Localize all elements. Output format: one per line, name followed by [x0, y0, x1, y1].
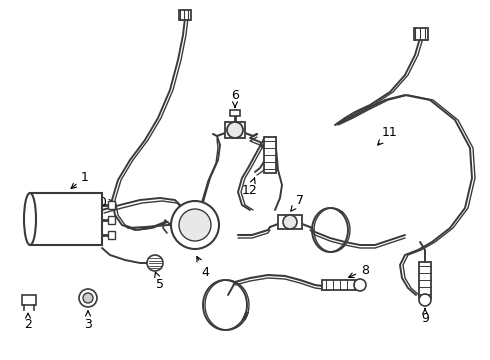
Circle shape: [147, 255, 163, 271]
Circle shape: [283, 215, 297, 229]
Text: 11: 11: [378, 126, 398, 145]
Circle shape: [171, 201, 219, 249]
Bar: [414, 28, 428, 40]
Text: 7: 7: [291, 194, 304, 211]
Bar: [278, 215, 302, 229]
Text: 6: 6: [231, 89, 239, 107]
Text: 8: 8: [349, 264, 369, 278]
Bar: [225, 122, 245, 138]
Bar: [230, 110, 240, 116]
Bar: [108, 216, 115, 224]
Text: 4: 4: [197, 257, 209, 279]
Circle shape: [419, 294, 431, 306]
Bar: [22, 295, 36, 305]
Bar: [264, 137, 276, 173]
Text: 3: 3: [84, 311, 92, 330]
Text: 5: 5: [155, 272, 164, 292]
Circle shape: [179, 209, 211, 241]
Text: 9: 9: [421, 309, 429, 324]
Bar: [322, 280, 358, 290]
Bar: [108, 201, 115, 209]
Ellipse shape: [24, 193, 36, 245]
Bar: [108, 231, 115, 239]
Circle shape: [227, 122, 243, 138]
Bar: [30, 193, 102, 245]
Text: 12: 12: [242, 178, 258, 197]
Bar: [419, 262, 431, 298]
Circle shape: [354, 279, 366, 291]
Text: 1: 1: [71, 171, 89, 188]
Text: 2: 2: [24, 313, 32, 330]
Text: 10: 10: [92, 195, 114, 208]
Bar: [179, 10, 191, 20]
Circle shape: [79, 289, 97, 307]
Circle shape: [83, 293, 93, 303]
